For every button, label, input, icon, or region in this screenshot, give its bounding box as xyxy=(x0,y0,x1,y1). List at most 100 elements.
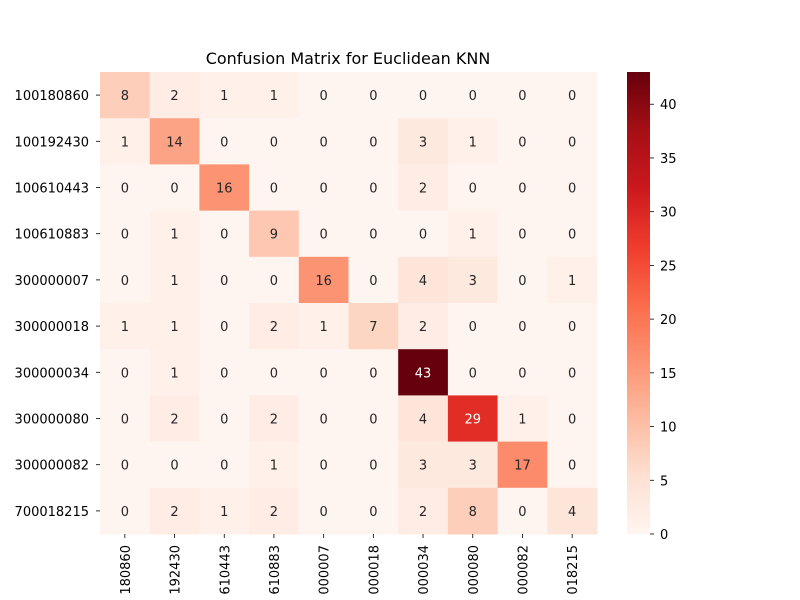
cell-value-label: 1 xyxy=(170,228,178,243)
heatmap-cell-r5-c1 xyxy=(149,303,200,350)
cell-value-label: 17 xyxy=(514,459,531,474)
cell-value-label: 0 xyxy=(320,135,328,150)
heatmap-cell-r1-c6 xyxy=(398,118,449,165)
heatmap-cell-r4-c6 xyxy=(398,256,449,304)
cell-value-label: 0 xyxy=(121,413,129,428)
heatmap-cell-r8-c5 xyxy=(348,441,399,489)
heatmap-cell-r5-c4 xyxy=(298,303,349,350)
cell-value-label: 0 xyxy=(121,366,129,381)
cell-value-label: 0 xyxy=(419,89,427,104)
cell-value-label: 0 xyxy=(518,182,526,197)
cell-value-label: 1 xyxy=(568,274,576,289)
heatmap-cell-r6-c2 xyxy=(199,349,250,396)
heatmap-cell-r3-c1 xyxy=(149,210,200,258)
cell-value-label: 0 xyxy=(220,413,228,428)
cell-value-label: 16 xyxy=(315,274,332,289)
heatmap-cell-r6-c3 xyxy=(249,349,300,396)
cell-value-label: 1 xyxy=(121,320,129,335)
heatmap-cell-r6-c7 xyxy=(447,349,499,396)
heatmap-cell-r3-c9 xyxy=(547,210,598,258)
colorbar-tick-label: 15 xyxy=(660,367,677,382)
cell-value-label: 0 xyxy=(320,459,328,474)
col-tick-label: 000082 xyxy=(516,545,531,595)
cell-value-label: 0 xyxy=(518,505,526,520)
col-tick-label: 180860 xyxy=(119,545,134,595)
cell-value-label: 0 xyxy=(320,182,328,197)
cell-value-label: 0 xyxy=(121,459,129,474)
colorbar-gradient xyxy=(627,72,650,534)
heatmap-cell-r7-c6 xyxy=(398,395,449,443)
cell-value-label: 0 xyxy=(369,182,377,197)
heatmap-cell-r7-c9 xyxy=(547,395,598,443)
heatmap-cell-r3-c6 xyxy=(398,210,449,258)
heatmap-cell-r3-c5 xyxy=(348,210,399,258)
cell-value-label: 0 xyxy=(220,274,228,289)
heatmap-cell-r8-c8 xyxy=(497,441,548,489)
cell-value-label: 0 xyxy=(568,413,576,428)
heatmap-cell-r0-c7 xyxy=(447,72,499,119)
heatmap-cell-r5-c0 xyxy=(100,303,151,350)
heatmap-cell-r8-c2 xyxy=(199,441,250,489)
heatmap-cell-r4-c9 xyxy=(547,256,598,304)
cell-value-label: 0 xyxy=(419,228,427,243)
heatmap-cell-r9-c4 xyxy=(298,487,349,535)
heatmap-cell-r9-c1 xyxy=(149,487,200,535)
heatmap-cell-r6-c6 xyxy=(398,349,449,396)
heatmap-cell-r2-c6 xyxy=(398,164,449,212)
heatmap-cell-r1-c0 xyxy=(100,118,151,165)
cell-value-label: 0 xyxy=(270,135,278,150)
colorbar-tick-label: 35 xyxy=(660,152,677,167)
heatmap-cell-r5-c8 xyxy=(497,303,548,350)
cell-value-label: 0 xyxy=(369,228,377,243)
cell-value-label: 0 xyxy=(568,320,576,335)
cell-value-label: 0 xyxy=(518,89,526,104)
heatmap-cell-r0-c6 xyxy=(398,72,449,119)
heatmap-cell-r7-c4 xyxy=(298,395,349,443)
cell-value-label: 4 xyxy=(568,505,576,520)
heatmap-cell-r5-c2 xyxy=(199,303,250,350)
heatmap-cell-r5-c3 xyxy=(249,303,300,350)
cell-value-label: 2 xyxy=(170,89,178,104)
heatmap-cell-r6-c0 xyxy=(100,349,151,396)
heatmap-cell-r9-c9 xyxy=(547,487,598,535)
cell-value-label: 0 xyxy=(518,228,526,243)
heatmap-cell-r4-c2 xyxy=(199,256,250,304)
heatmap-cell-r8-c9 xyxy=(547,441,598,489)
cell-value-label: 1 xyxy=(469,228,477,243)
heatmap-cell-r2-c2 xyxy=(199,164,250,212)
cell-value-label: 0 xyxy=(518,274,526,289)
heatmap-cell-r8-c3 xyxy=(249,441,300,489)
heatmap-cell-r8-c0 xyxy=(100,441,151,489)
cell-value-label: 0 xyxy=(170,459,178,474)
heatmap-cell-r0-c8 xyxy=(497,72,548,119)
heatmap-cell-r3-c8 xyxy=(497,210,548,258)
row-tick-label: 100192430 xyxy=(15,135,89,150)
heatmap-cell-r1-c9 xyxy=(547,118,598,165)
heatmap-cell-r4-c7 xyxy=(447,256,499,304)
cell-value-label: 1 xyxy=(469,135,477,150)
heatmap-cell-r7-c8 xyxy=(497,395,548,443)
cell-value-label: 29 xyxy=(464,413,481,428)
row-tick-label: 300000082 xyxy=(15,459,89,474)
colorbar-tick-label: 10 xyxy=(660,421,677,436)
cell-value-label: 0 xyxy=(568,135,576,150)
cell-value-label: 1 xyxy=(220,89,228,104)
heatmap-cell-r4-c3 xyxy=(249,256,300,304)
cell-value-label: 0 xyxy=(469,320,477,335)
heatmap-cell-r9-c5 xyxy=(348,487,399,535)
heatmap-cell-r3-c3 xyxy=(249,210,300,258)
heatmap-cell-r1-c2 xyxy=(199,118,250,165)
heatmap-cell-r4-c1 xyxy=(149,256,200,304)
cell-value-label: 0 xyxy=(220,135,228,150)
heatmap-cell-r7-c0 xyxy=(100,395,151,443)
col-tick-label: 610883 xyxy=(268,545,283,595)
cell-value-label: 0 xyxy=(469,89,477,104)
cell-value-label: 0 xyxy=(369,366,377,381)
cell-value-label: 0 xyxy=(369,89,377,104)
heatmap-cell-r2-c5 xyxy=(348,164,399,212)
cell-value-label: 0 xyxy=(369,459,377,474)
heatmap-cell-r2-c0 xyxy=(100,164,151,212)
heatmap-cell-r3-c2 xyxy=(199,210,250,258)
cell-value-label: 1 xyxy=(170,366,178,381)
